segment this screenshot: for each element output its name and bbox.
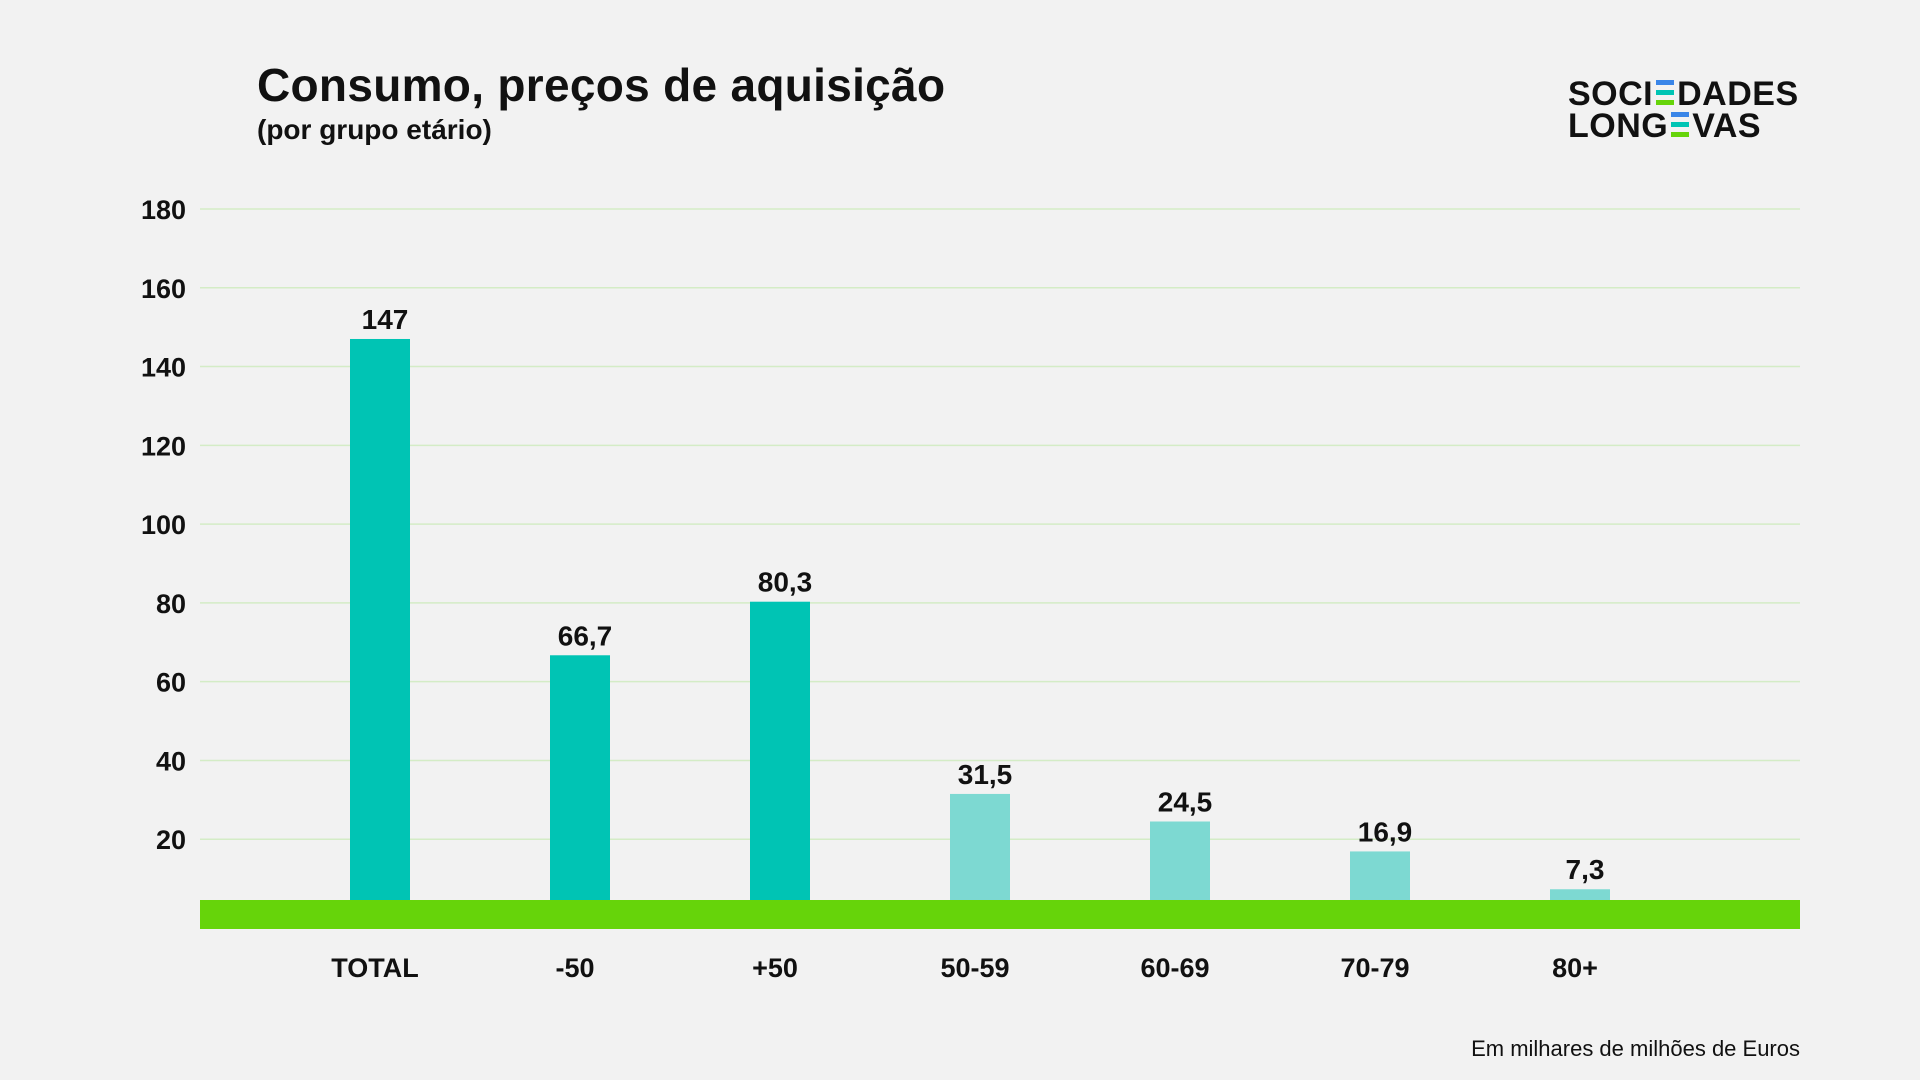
bar-50-59 (950, 793, 1010, 902)
value-label-TOTAL: 147 (362, 304, 409, 335)
x-tick-label-80+: 80+ (1552, 953, 1598, 983)
bars (350, 338, 1610, 902)
logo-accent-bar-4 (1671, 112, 1690, 117)
value-label--50: 66,7 (558, 620, 613, 651)
logo-text-2a: LONG (1568, 107, 1669, 145)
x-tick-label-70-79: 70-79 (1340, 953, 1409, 983)
x-axis-baseline (200, 900, 1800, 929)
y-tick-label-180: 180 (141, 195, 186, 225)
units-footnote: Em milhares de milhões de Euros (1471, 1036, 1800, 1061)
sociedades-longevas-logo: SOCI DADES LONG VAS (1568, 75, 1799, 145)
logo-accent-bar-1 (1656, 80, 1675, 85)
logo-row-1: SOCI DADES (1568, 75, 1799, 113)
bar-TOTAL (350, 338, 410, 902)
value-labels: 147 66,7 80,3 31,5 24,5 16,9 7,3 (362, 304, 1605, 885)
logo-accent-bar-5 (1671, 122, 1690, 127)
x-tick-label-+50: +50 (752, 953, 798, 983)
bar-80+ (1550, 889, 1610, 902)
logo-text-1a: SOCI (1568, 75, 1654, 113)
logo-accent-bar-3 (1656, 100, 1675, 105)
y-tick-label-80: 80 (156, 589, 186, 619)
value-label-50-59: 31,5 (958, 759, 1013, 790)
logo-accent-bar-2 (1656, 90, 1675, 95)
logo-row-2: LONG VAS (1568, 107, 1799, 145)
chart-subtitle: (por grupo etário) (257, 114, 492, 145)
value-label-60-69: 24,5 (1158, 786, 1213, 817)
y-tick-label-120: 120 (141, 431, 186, 461)
logo-accent-bar-6 (1671, 132, 1690, 137)
x-tick-label-50-59: 50-59 (940, 953, 1009, 983)
bar--50 (550, 655, 610, 902)
y-tick-label-60: 60 (156, 668, 186, 698)
y-tick-label-20: 20 (156, 825, 186, 855)
logo-text-2b: VAS (1692, 107, 1762, 145)
y-axis-ticks: 20 40 60 80 100 120 140 160 180 (141, 195, 186, 855)
x-axis-ticks: TOTAL -50 +50 50-59 60-69 70-79 80+ (331, 953, 1598, 983)
chart-title: Consumo, preços de aquisição (257, 59, 946, 111)
value-label-+50: 80,3 (758, 567, 813, 598)
logo-accent-e-icon-2 (1671, 112, 1690, 138)
y-tick-label-100: 100 (141, 510, 186, 540)
bar-+50 (750, 601, 810, 902)
value-label-70-79: 16,9 (1358, 816, 1413, 847)
y-tick-label-160: 160 (141, 274, 186, 304)
y-tick-label-40: 40 (156, 746, 186, 776)
value-label-80+: 7,3 (1566, 854, 1605, 885)
x-tick-label--50: -50 (555, 953, 594, 983)
y-tick-label-140: 140 (141, 353, 186, 383)
logo-accent-e-icon (1656, 80, 1675, 106)
gridlines (200, 208, 1800, 840)
bar-60-69 (1150, 821, 1210, 902)
x-tick-label-60-69: 60-69 (1140, 953, 1209, 983)
bar-70-79 (1350, 851, 1410, 902)
x-tick-label-TOTAL: TOTAL (331, 953, 419, 983)
logo-text-1b: DADES (1677, 75, 1799, 113)
